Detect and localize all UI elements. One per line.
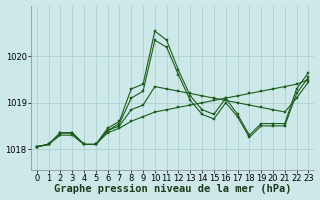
X-axis label: Graphe pression niveau de la mer (hPa): Graphe pression niveau de la mer (hPa): [54, 184, 291, 194]
